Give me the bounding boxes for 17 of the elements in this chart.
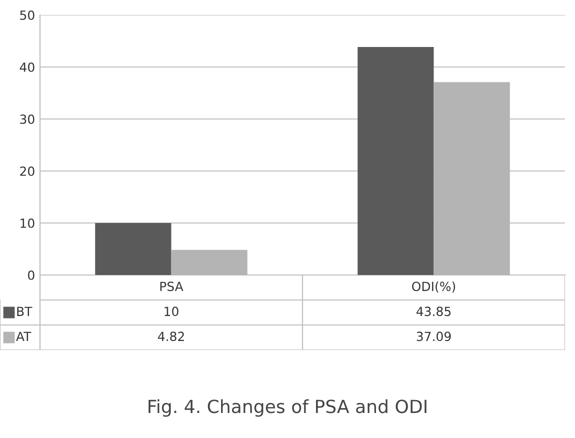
data-label: 37.09 xyxy=(416,332,451,342)
data-label: 43.85 xyxy=(416,306,451,316)
x-tick-label: PSA xyxy=(160,282,184,292)
y-tick-label: 0 xyxy=(28,270,34,280)
y-tick-label: 40 xyxy=(20,62,34,72)
caption: Fig. 4. Changes of PSA and ODI xyxy=(148,399,426,417)
bar xyxy=(358,46,434,275)
data-label: 10 xyxy=(164,306,178,316)
y-tick-label: 20 xyxy=(20,166,34,176)
data-label: 4.82 xyxy=(158,332,184,342)
y-tick-label: 50 xyxy=(20,10,34,20)
legend-label: BT xyxy=(17,306,32,316)
y-tick-label: 10 xyxy=(20,218,34,228)
x-tick-label: ODI(%) xyxy=(412,281,456,293)
bar xyxy=(95,223,172,275)
legend-label: AT xyxy=(16,332,32,341)
y-tick-label: 30 xyxy=(20,114,34,124)
